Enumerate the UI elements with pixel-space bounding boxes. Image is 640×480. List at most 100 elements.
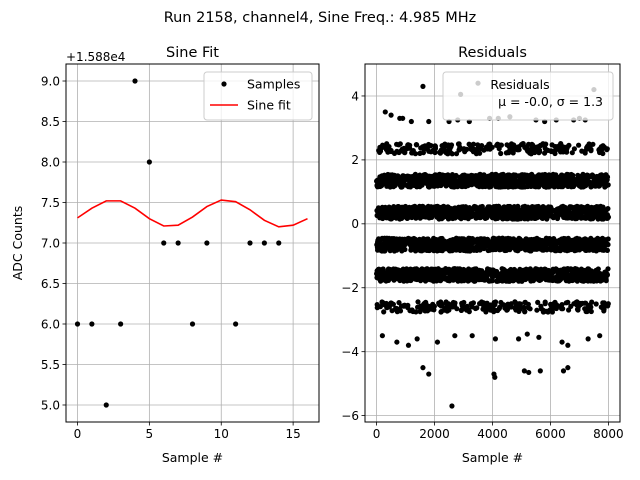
residual-point [376, 208, 382, 214]
residual-point [458, 272, 464, 278]
residual-point [444, 207, 450, 213]
residual-point [525, 304, 531, 310]
residual-point [570, 183, 577, 190]
residual-point [559, 302, 565, 308]
residual-point [413, 212, 419, 218]
residual-point [502, 247, 508, 253]
residual-point [383, 300, 389, 307]
residual-point [411, 235, 417, 242]
residual-point [483, 309, 489, 315]
residual-point [494, 141, 501, 147]
residual-point [542, 171, 548, 178]
sample-point [118, 321, 124, 327]
residual-point [413, 142, 419, 148]
residual-point [399, 236, 405, 242]
residual-point [568, 211, 575, 217]
residual-point [510, 276, 517, 282]
residual-point [382, 109, 388, 115]
residual-point [416, 206, 422, 212]
residual-point [511, 143, 518, 150]
residual-point [426, 238, 432, 244]
residual-point [464, 307, 470, 313]
residual-point [549, 208, 556, 214]
residual-point [601, 246, 608, 252]
residual-point [563, 266, 570, 272]
residual-point [388, 214, 394, 220]
residual-point [379, 267, 385, 273]
residual-point [429, 205, 435, 211]
residual-point [565, 182, 572, 188]
residual-point [474, 181, 480, 187]
residual-point [458, 146, 464, 152]
residual-point [535, 299, 541, 305]
residual-point [424, 307, 431, 314]
residual-point [379, 214, 385, 220]
residual-point [447, 242, 453, 248]
residual-point [549, 142, 555, 148]
residual-point [422, 206, 428, 212]
residual-point [528, 268, 535, 274]
residual-point [580, 178, 586, 184]
residual-point [541, 242, 547, 248]
residual-point [605, 266, 611, 272]
residual-point [399, 248, 405, 254]
residual-point [420, 214, 426, 220]
y-tick-label: 2 [351, 153, 359, 167]
residual-point [443, 150, 449, 156]
residual-point [407, 142, 413, 148]
residual-point [469, 238, 475, 244]
residual-point [418, 270, 424, 276]
residual-point [485, 247, 491, 254]
residual-point [590, 275, 596, 282]
residual-point [434, 277, 440, 284]
residual-point [422, 247, 428, 253]
residual-point [388, 148, 394, 155]
residual-point [452, 333, 458, 339]
residual-point [417, 150, 423, 156]
residual-point [430, 275, 436, 281]
sample-point [74, 321, 81, 327]
residual-point [421, 172, 427, 178]
residuals-plot: 0 2000 4000 6000 8000 −6 −4 −2 0 2 4 Residuals Sampl… [341, 45, 623, 465]
residual-point [565, 173, 571, 179]
residual-point [454, 272, 460, 278]
residual-point [380, 273, 386, 279]
y-tick-label: 9.0 [41, 74, 60, 88]
axes-frame [65, 63, 320, 423]
residual-point [541, 274, 547, 280]
residual-point [444, 308, 450, 314]
residual-point [388, 112, 394, 118]
residual-point [426, 118, 432, 125]
residual-point [414, 270, 420, 276]
residual-point [525, 183, 531, 189]
residual-point [457, 214, 463, 220]
residual-point [582, 183, 588, 189]
residual-point [518, 212, 524, 218]
residual-point [511, 272, 517, 278]
y-tick-label: 5.0 [41, 398, 60, 412]
residual-point [489, 176, 495, 182]
legend-box [442, 71, 614, 121]
residual-point [412, 151, 419, 157]
residual-point [465, 245, 471, 251]
residual-point [582, 300, 588, 306]
residual-point [513, 204, 519, 210]
residual-point [415, 299, 421, 305]
residual-point [374, 178, 380, 184]
y-tick-label: 6.0 [41, 317, 60, 331]
residual-point [415, 183, 421, 189]
residual-point [397, 308, 404, 314]
residual-point [400, 241, 406, 247]
sample-point [276, 240, 282, 246]
residual-point [384, 239, 390, 245]
residual-point [426, 371, 432, 377]
residual-point [520, 204, 526, 210]
y-tick-label: 5.5 [41, 358, 60, 372]
residual-point [469, 333, 475, 339]
residual-point [405, 269, 411, 275]
residual-point [426, 213, 432, 219]
residual-point [393, 247, 399, 253]
y-tick-label: −2 [341, 281, 359, 295]
residual-point [548, 148, 554, 154]
y-tick-label: −4 [341, 345, 359, 359]
